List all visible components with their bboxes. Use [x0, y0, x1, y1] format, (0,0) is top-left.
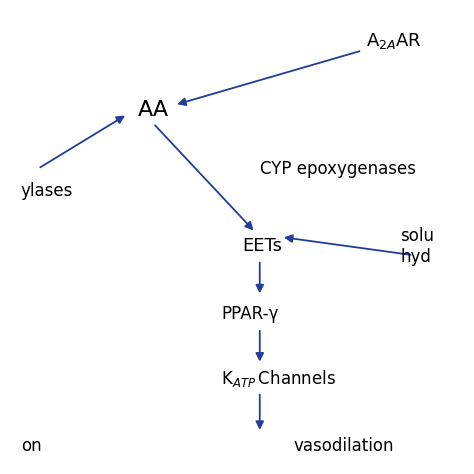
Text: ylases: ylases — [21, 182, 73, 201]
Text: vasodilation: vasodilation — [294, 438, 394, 456]
Text: solu
hyd: solu hyd — [401, 227, 435, 265]
Text: EETs: EETs — [243, 237, 283, 255]
Text: PPAR-γ: PPAR-γ — [221, 305, 279, 323]
Text: K$_{ATP}$ Channels: K$_{ATP}$ Channels — [221, 367, 337, 389]
Text: on: on — [21, 438, 42, 456]
Text: CYP epoxygenases: CYP epoxygenases — [260, 160, 416, 178]
Text: AA: AA — [137, 100, 169, 119]
Text: A$_{2A}$AR: A$_{2A}$AR — [366, 31, 422, 51]
